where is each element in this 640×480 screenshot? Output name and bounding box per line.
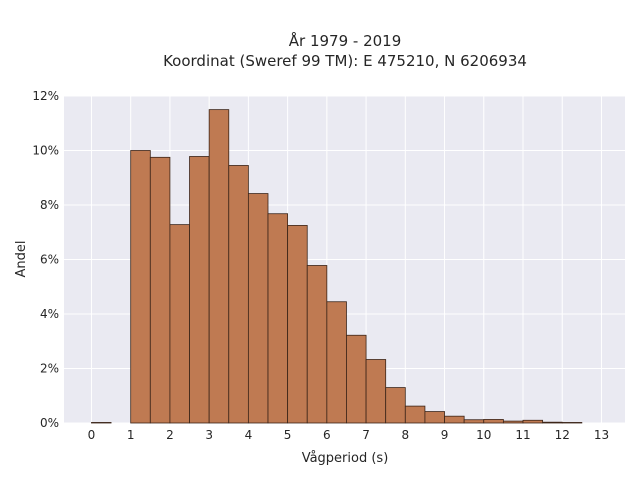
x-tick-label: 0	[88, 428, 96, 442]
bars	[91, 109, 583, 424]
histogram-bar	[287, 225, 308, 424]
x-axis-label: Vågperiod (s)	[302, 451, 389, 466]
histogram-bar	[267, 213, 289, 424]
x-tick-label: 12	[555, 428, 570, 442]
y-axis-ticks: 0% 2% 4% 6% 8% 10% 12%	[32, 89, 59, 430]
histogram-bar	[424, 411, 445, 424]
y-tick-label: 8%	[40, 198, 59, 212]
y-axis-label: Andel	[14, 241, 29, 278]
histogram-bar	[130, 150, 151, 424]
y-tick-label: 6%	[40, 253, 59, 267]
x-axis-ticks: 0 1 2 3 4 5 6 7 8 9 10 11 12 13	[88, 428, 609, 442]
x-tick-label: 1	[127, 428, 135, 442]
histogram-bar	[208, 109, 230, 424]
histogram-bar	[463, 419, 485, 424]
chart-title: År 1979 - 2019	[289, 31, 402, 50]
histogram-bar	[561, 422, 583, 424]
histogram-bar	[542, 421, 563, 424]
histogram-bar	[365, 359, 387, 424]
x-tick-label: 11	[515, 428, 530, 442]
x-tick-label: 2	[166, 428, 174, 442]
histogram-bar	[444, 415, 465, 424]
histogram-bar	[306, 265, 328, 424]
histogram-bar	[385, 387, 406, 424]
histogram-bar	[169, 224, 190, 424]
histogram-bar	[346, 334, 367, 424]
histogram-bar	[228, 165, 249, 424]
histogram-bar	[149, 156, 171, 424]
x-tick-label: 6	[323, 428, 331, 442]
x-tick-label: 3	[205, 428, 213, 442]
y-tick-label: 12%	[32, 89, 59, 103]
histogram-bar	[247, 193, 269, 424]
x-tick-label: 5	[284, 428, 292, 442]
histogram-bar	[326, 301, 347, 424]
chart-subtitle: Koordinat (Sweref 99 TM): E 475210, N 62…	[163, 52, 527, 70]
histogram-bar	[483, 419, 504, 424]
histogram-bar	[522, 419, 544, 424]
x-tick-label: 8	[401, 428, 409, 442]
histogram-bar	[189, 156, 210, 424]
x-tick-label: 7	[362, 428, 370, 442]
y-tick-label: 2%	[40, 362, 59, 376]
x-tick-label: 10	[476, 428, 491, 442]
y-tick-label: 4%	[40, 307, 59, 321]
histogram-bar	[91, 422, 112, 424]
x-tick-label: 4	[245, 428, 253, 442]
histogram-bar	[404, 405, 426, 424]
histogram-bar	[502, 420, 524, 424]
x-tick-label: 13	[594, 428, 609, 442]
y-tick-label: 0%	[40, 416, 59, 430]
x-tick-label: 9	[441, 428, 449, 442]
y-tick-label: 10%	[32, 144, 59, 158]
